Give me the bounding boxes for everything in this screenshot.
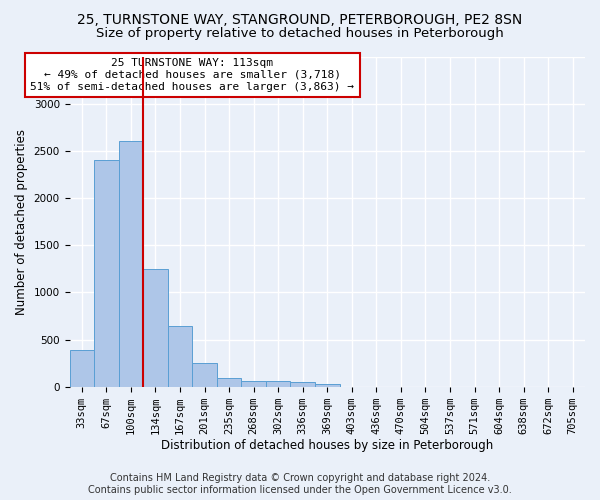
Text: Size of property relative to detached houses in Peterborough: Size of property relative to detached ho… (96, 28, 504, 40)
Bar (315, 384, 340, 386)
Bar (119, 142, 143, 386)
Bar (241, 381, 266, 386)
Text: 25 TURNSTONE WAY: 113sqm
← 49% of detached houses are smaller (3,718)
51% of sem: 25 TURNSTONE WAY: 113sqm ← 49% of detach… (30, 58, 354, 92)
X-axis label: Distribution of detached houses by size in Peterborough: Distribution of detached houses by size … (161, 440, 493, 452)
Bar (143, 269, 168, 386)
Bar (70, 350, 94, 387)
Text: 25, TURNSTONE WAY, STANGROUND, PETERBOROUGH, PE2 8SN: 25, TURNSTONE WAY, STANGROUND, PETERBORO… (77, 12, 523, 26)
Y-axis label: Number of detached properties: Number of detached properties (15, 128, 28, 314)
Bar (290, 382, 315, 386)
Bar (94, 160, 119, 386)
Bar (266, 381, 290, 386)
Text: Contains HM Land Registry data © Crown copyright and database right 2024.
Contai: Contains HM Land Registry data © Crown c… (88, 474, 512, 495)
Bar (217, 378, 241, 386)
Bar (168, 326, 192, 386)
Bar (192, 362, 217, 386)
